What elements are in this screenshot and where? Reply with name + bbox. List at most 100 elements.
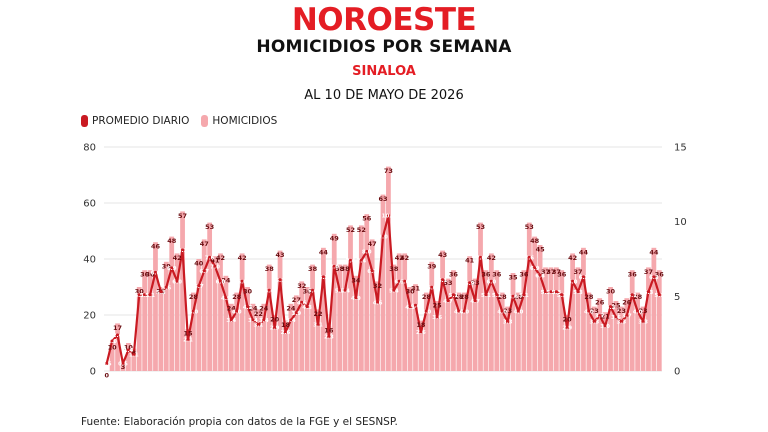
bar-data-label: 42: [216, 254, 225, 262]
bar: [581, 247, 586, 371]
line-point: [175, 279, 179, 283]
line-data-label: 4.0: [584, 309, 594, 315]
bar: [207, 222, 213, 371]
line-point: [300, 300, 304, 304]
bar: [342, 264, 348, 371]
line-data-label: 4.0: [497, 309, 507, 315]
line-data-label: 3.6: [611, 315, 621, 321]
bar: [651, 247, 657, 371]
bar-data-label: 42: [173, 254, 182, 262]
bar-data-label: 53: [476, 223, 485, 231]
line-data-label: 5.6: [161, 285, 171, 291]
bar: [293, 295, 299, 371]
line-point: [608, 305, 613, 309]
bar: [147, 270, 153, 371]
line-point: [164, 285, 168, 289]
bar-data-label: 37: [574, 268, 583, 276]
line-point: [278, 278, 282, 282]
bar: [402, 253, 408, 371]
line-data-label: 4.7: [443, 299, 453, 305]
line-point: [235, 309, 239, 313]
bar: [125, 343, 131, 371]
bar: [386, 166, 391, 371]
bar-data-label: 15: [183, 330, 193, 338]
line-point: [500, 309, 504, 313]
bar-data-label: 18: [281, 321, 291, 329]
bar-data-label: 23: [503, 307, 512, 315]
y-left-tick-label: 60: [83, 199, 96, 210]
line-data-label: 5.3: [156, 290, 166, 296]
line-data-label: 4.6: [373, 300, 383, 306]
bar-data-label: 36: [492, 271, 502, 279]
bar: [180, 211, 185, 371]
line-point: [397, 279, 401, 283]
line-point: [386, 214, 391, 218]
bar-data-label: 43: [276, 251, 285, 259]
bar: [624, 298, 630, 371]
line-point: [603, 324, 607, 328]
line-data-label: 2.6: [281, 330, 291, 336]
bar: [391, 264, 397, 371]
line-point: [245, 305, 250, 309]
line-data-label: 5.4: [389, 288, 399, 294]
bar: [109, 343, 115, 371]
line-data-label: 3.3: [638, 320, 648, 326]
bar-data-label: 57: [178, 212, 187, 220]
y-left-tick-label: 40: [83, 255, 96, 266]
line-data-label: 5.3: [546, 290, 556, 296]
bar-data-label: 53: [525, 223, 534, 231]
bar: [635, 292, 641, 371]
bar: [472, 278, 478, 371]
bar: [136, 287, 142, 371]
bar-data-label: 28: [584, 293, 594, 301]
line-point: [115, 333, 120, 337]
line-data-label: 2.0: [107, 339, 117, 345]
bar: [115, 323, 120, 371]
bar-data-label: 44: [579, 248, 589, 256]
bar: [201, 239, 207, 371]
bar-data-label: 27: [292, 296, 301, 304]
bar-data-label: 23: [590, 307, 599, 315]
bar: [575, 267, 581, 371]
line-data-label: 2.9: [562, 326, 572, 332]
bar-data-label: 36: [557, 271, 567, 279]
chart-legend: PROMEDIO DIARIO HOMICIDIOS: [81, 115, 277, 127]
line-point: [143, 293, 147, 297]
line-data-label: 4.3: [405, 305, 415, 311]
bar-data-label: 44: [649, 248, 659, 256]
line-data-label: 3.7: [622, 314, 632, 320]
line-data-label: 10.4: [382, 214, 396, 220]
line-data-label: 3.3: [589, 320, 599, 326]
bar: [564, 315, 570, 371]
line-data-label: 5.4: [335, 288, 345, 294]
bar: [120, 362, 126, 371]
bar: [510, 273, 516, 371]
bar: [537, 245, 543, 371]
line-point: [137, 293, 141, 297]
bar: [310, 264, 315, 371]
bar: [234, 292, 240, 371]
bar: [543, 267, 548, 371]
line-data-label: 6.0: [172, 279, 182, 285]
bar: [212, 256, 218, 371]
bar-data-label: 24: [286, 304, 296, 312]
bar-data-label: 30: [606, 288, 616, 296]
line-point: [576, 290, 580, 294]
bar-data-label: 28: [454, 293, 464, 301]
line-point: [105, 361, 109, 366]
line-data-label: 5.1: [519, 293, 529, 299]
bar-data-label: 37: [644, 268, 653, 276]
line-point: [180, 248, 185, 252]
bar: [559, 270, 565, 371]
line-data-label: 3.1: [254, 323, 264, 329]
line-point: [598, 314, 602, 318]
bar-data-label: 34: [351, 276, 361, 284]
bar: [445, 278, 451, 371]
bar: [413, 284, 418, 371]
bar-data-label: 20: [563, 316, 573, 324]
bar-data-label: 41: [465, 257, 475, 265]
line-point: [549, 290, 553, 294]
bar-data-label: 47: [200, 240, 209, 248]
bar: [586, 292, 592, 371]
bar-data-label: 24: [227, 304, 237, 312]
